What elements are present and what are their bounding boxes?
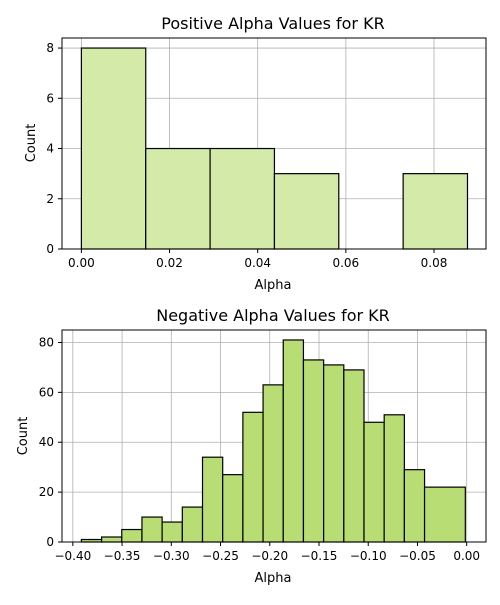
histogram-bar (242, 411, 264, 543)
x-tick-label: 0.02 (156, 256, 183, 270)
x-tick-label: −0.10 (350, 549, 387, 563)
histogram-bar (201, 456, 224, 543)
x-tick-label: −0.40 (54, 549, 91, 563)
plot-frame (61, 37, 487, 250)
histogram-bar (383, 414, 405, 543)
chart-title: Positive Alpha Values for KR (161, 14, 384, 33)
histogram-bar (209, 147, 276, 250)
histogram-bar (363, 421, 385, 543)
y-tick-label: 80 (39, 335, 54, 349)
negative-alpha-histogram: Negative Alpha Values for KR −0.40 −0.35−… (16, 306, 487, 586)
histogram-bar (181, 506, 204, 543)
histogram-bar (141, 516, 163, 543)
histogram-bar (100, 536, 123, 543)
x-tick-label: −0.25 (202, 549, 239, 563)
x-tick-label: −0.35 (104, 549, 141, 563)
histogram-bar (222, 474, 244, 543)
histogram-bar (403, 469, 426, 543)
x-tick-label: 0.06 (332, 256, 359, 270)
y-tick-label: 20 (39, 485, 54, 499)
y-axis-label: Count (24, 124, 39, 163)
histogram-bar (343, 369, 365, 543)
y-axis-label: Count (16, 417, 31, 456)
positive-alpha-histogram: Positive Alpha Values for KR 0.00 0.02 0.0… (24, 14, 487, 293)
histogram-bar (262, 384, 284, 543)
histogram-bar (402, 173, 469, 250)
x-tick-label: 0.08 (421, 256, 448, 270)
x-tick-label: 0.00 (453, 549, 480, 563)
y-tick-label: 6 (46, 91, 54, 105)
histogram-bar (161, 521, 183, 543)
x-tick-label: −0.05 (399, 549, 436, 563)
histogram-bar (302, 359, 325, 543)
x-tick-label: 0.04 (244, 256, 271, 270)
x-tick-label: 0.00 (68, 256, 95, 270)
x-axis-label: Alpha (255, 571, 292, 586)
y-tick-label: 60 (39, 385, 54, 399)
histogram-bar (121, 528, 143, 543)
x-tick-label: −0.15 (301, 549, 338, 563)
y-tick-label: 40 (39, 435, 54, 449)
y-tick-label: 2 (46, 192, 54, 206)
x-axis-label: Alpha (255, 278, 292, 293)
x-tick-label: −0.30 (153, 549, 190, 563)
histogram-bar (273, 173, 340, 250)
x-tick-label: −0.20 (251, 549, 288, 563)
y-tick-label: 4 (46, 142, 54, 156)
chart-title: Negative Alpha Values for KR (156, 306, 390, 325)
histogram-bar (423, 486, 466, 543)
histogram-bar (282, 339, 305, 543)
y-tick-label: 0 (46, 242, 54, 256)
y-tick-label: 0 (46, 535, 54, 549)
plot-frame (61, 329, 487, 543)
histogram-bar (323, 364, 345, 543)
histogram-bar (80, 47, 147, 250)
y-tick-label: 8 (46, 41, 54, 55)
histogram-bar (145, 147, 211, 250)
